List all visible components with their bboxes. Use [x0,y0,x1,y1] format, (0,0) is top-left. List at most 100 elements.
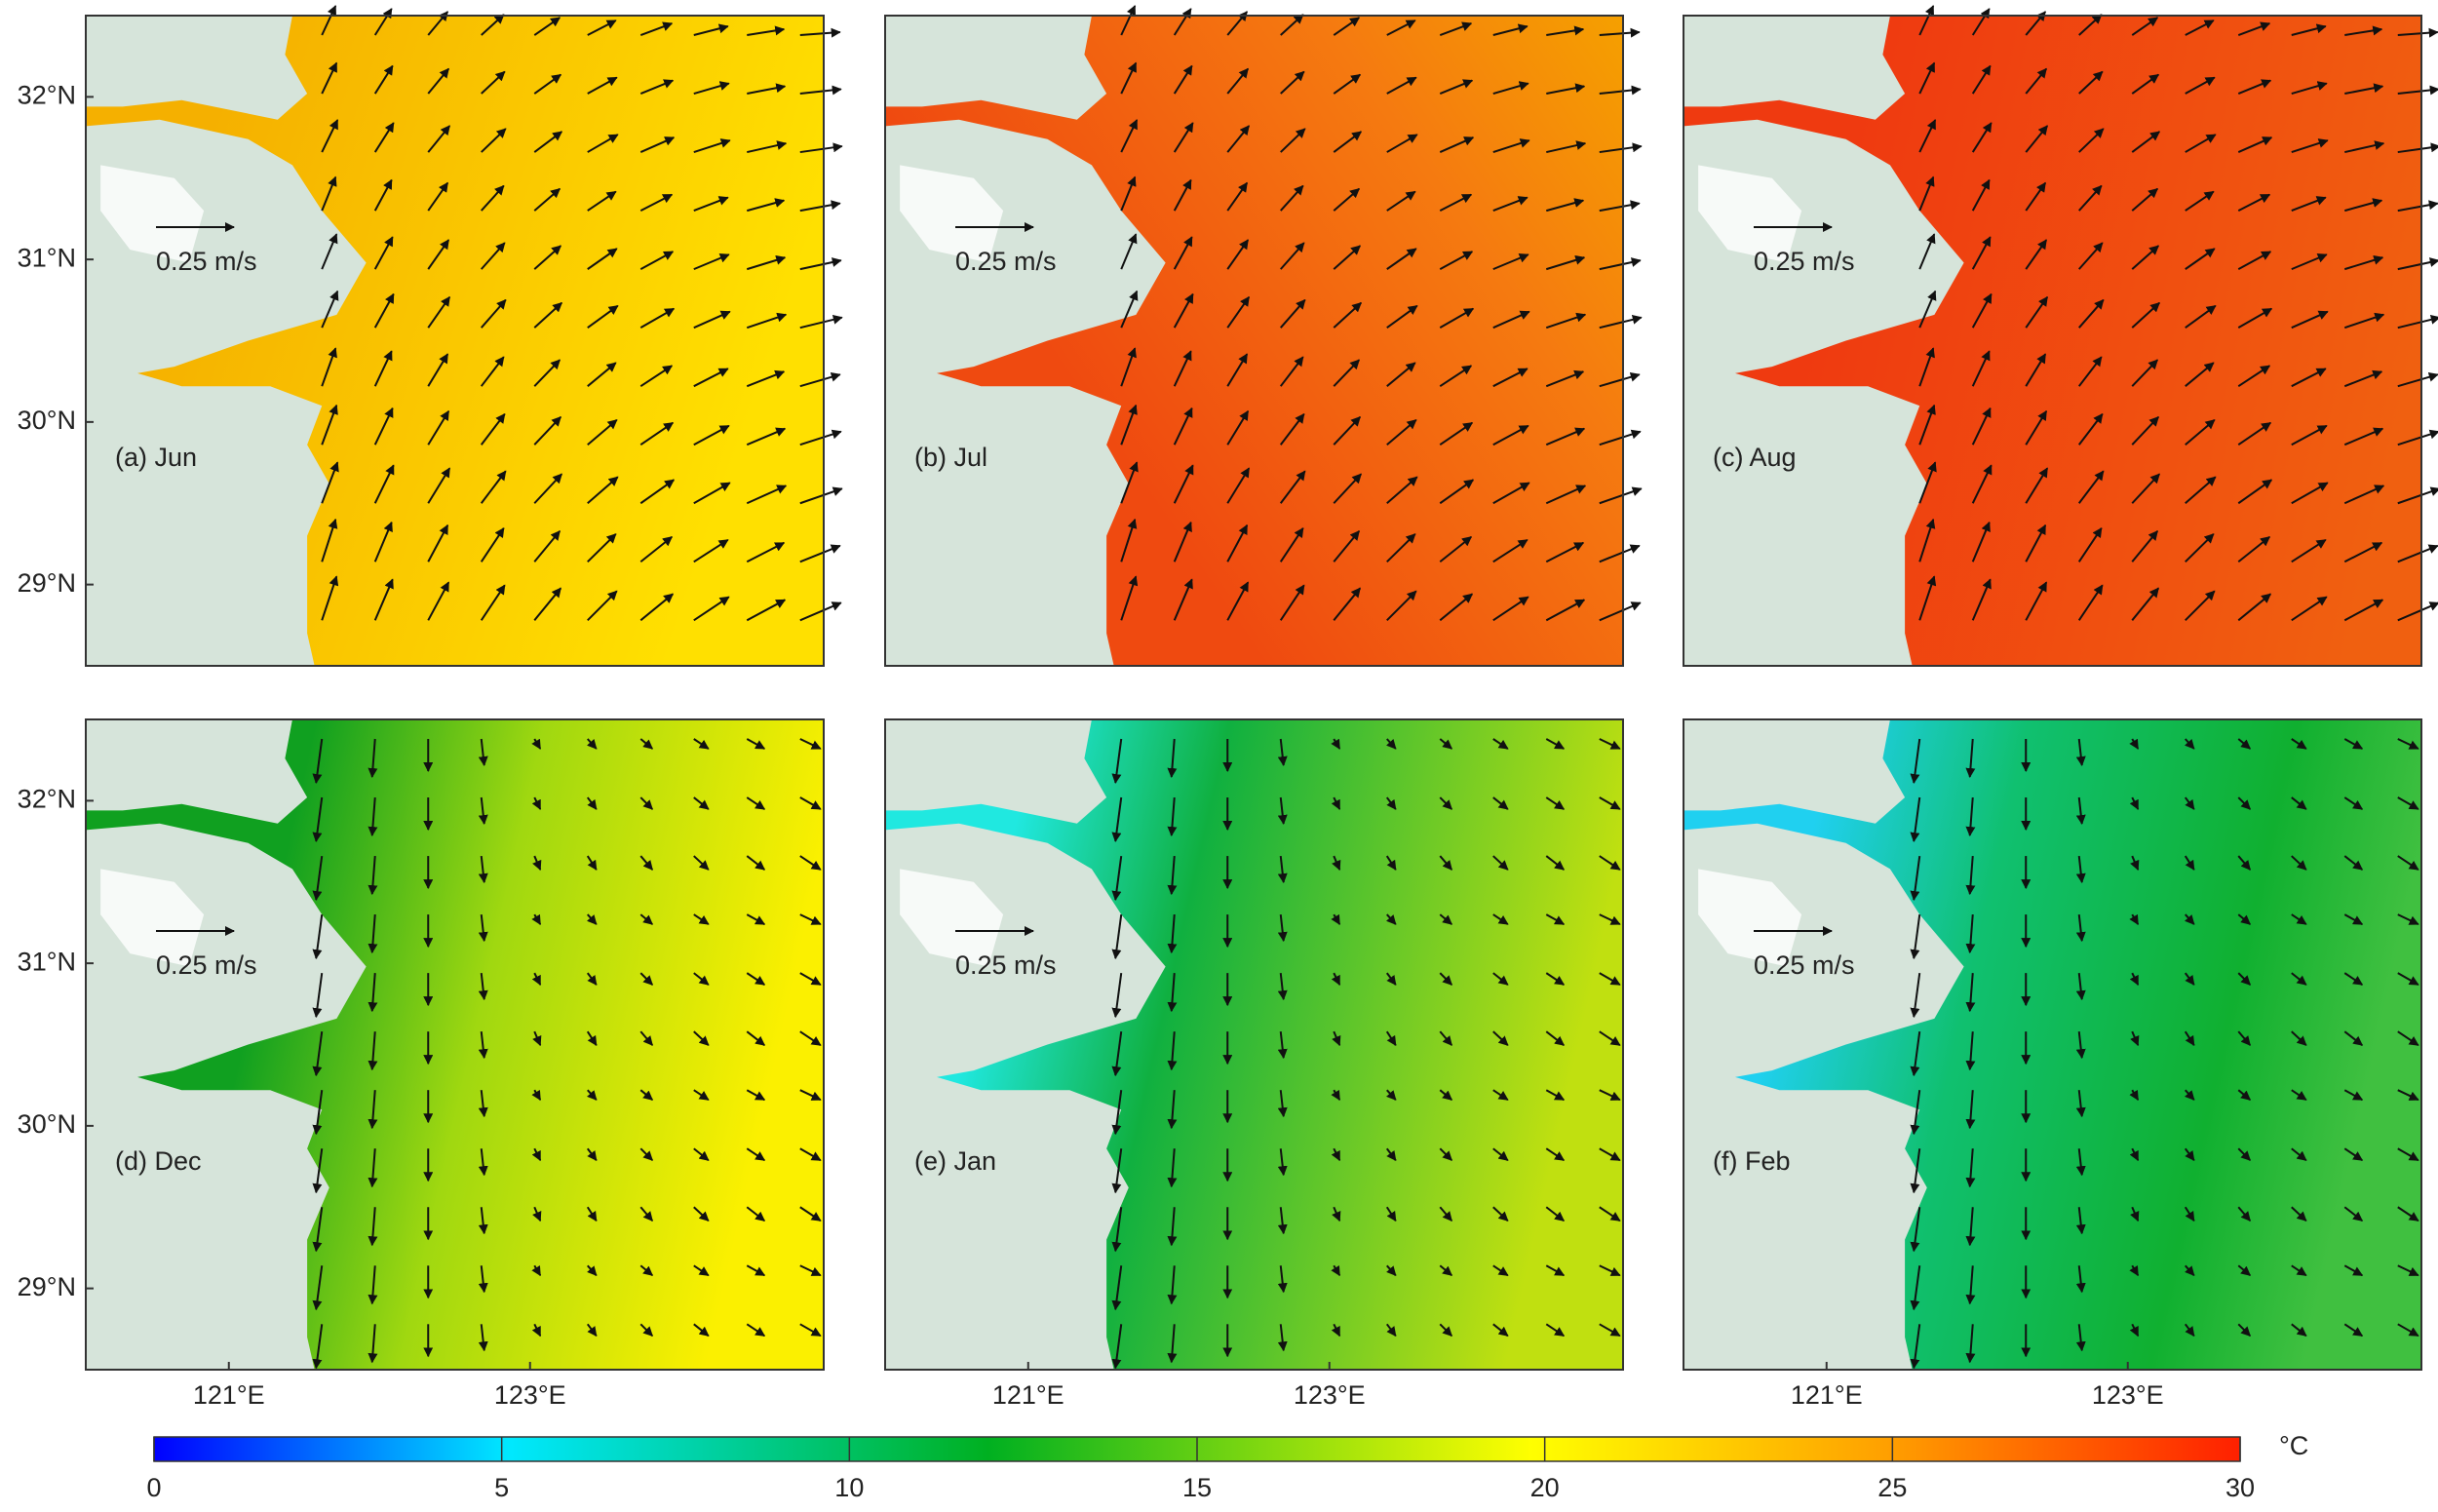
current-vector [2185,1264,2195,1277]
current-vector [1971,236,1992,270]
current-vector [2291,196,2327,213]
current-vector [799,1147,822,1162]
current-vector [2343,1323,2364,1338]
current-vector [2291,1206,2307,1221]
current-vector [693,1147,710,1162]
current-vector [312,1324,324,1370]
current-vector [1492,196,1529,213]
current-vector [2025,353,2047,387]
current-vector [373,236,394,270]
current-vector [368,914,378,954]
current-vector [2291,23,2327,36]
current-vector [1333,245,1362,270]
current-vector [1277,738,1288,767]
current-vector [1279,356,1304,387]
current-vector [1385,972,1397,986]
current-vector [2397,257,2438,271]
current-vector [1910,738,1921,785]
current-vector [2184,1030,2195,1047]
current-vector [427,581,450,621]
current-vector [2025,239,2048,270]
lon-tick-label: 121°E [193,1380,265,1410]
current-vector [2344,198,2383,213]
current-vector [478,1148,488,1177]
current-vector [2025,295,2049,329]
current-vector [1111,1031,1123,1077]
current-vector [1599,1089,1621,1102]
current-vector [799,913,822,926]
current-vector [1492,738,1509,750]
current-vector [1599,486,1643,505]
current-vector [1277,913,1288,943]
current-vector [746,913,766,925]
current-vector [586,855,598,871]
current-vector [373,521,393,562]
current-vector [1277,973,1288,1001]
current-vector [321,233,338,270]
current-vector [2129,1264,2140,1277]
current-vector [312,855,324,902]
current-vector [2130,1206,2140,1222]
current-vector [368,1031,378,1071]
current-vector [2291,538,2327,563]
current-vector [1546,198,1585,213]
current-vector [531,1089,542,1102]
current-vector [799,855,822,871]
current-vector [639,855,654,871]
current-vector [1910,796,1921,843]
current-vector [1439,535,1473,563]
current-vector [1120,404,1138,446]
current-vector [1918,518,1936,562]
panel-label: (b) Jul [914,443,987,472]
current-vector [2131,73,2160,95]
current-vector [2078,242,2104,270]
current-vector [1120,119,1139,153]
current-vector [531,1147,542,1162]
current-vector [2397,855,2419,871]
current-vector [2075,796,2086,826]
current-vector [1599,1264,1621,1277]
current-vector [1545,312,1587,330]
current-vector [1173,236,1193,270]
current-vector [1173,464,1194,504]
current-vector [1545,1206,1566,1222]
current-vector [1492,252,1529,271]
current-vector [1277,1031,1288,1060]
current-vector [1910,1031,1921,1077]
current-vector [2343,541,2383,563]
current-vector [639,79,675,95]
current-vector [1173,122,1194,153]
current-vector [746,1264,766,1277]
current-vector [2129,738,2140,750]
current-vector [2184,855,2195,871]
current-vector [1226,353,1249,387]
current-vector [1599,1206,1621,1222]
current-vector [481,298,507,329]
current-vector [1599,314,1643,330]
current-vector [1167,1031,1178,1071]
current-vector [2078,298,2105,329]
current-vector [427,181,449,212]
current-vector [427,295,451,329]
current-vector [1120,461,1139,504]
current-vector [1492,1206,1509,1221]
current-vector [480,470,507,504]
panel-label: (c) Aug [1713,443,1797,472]
current-vector [321,119,339,153]
current-vector [747,140,788,154]
current-vector [531,1323,542,1338]
current-vector [2184,796,2195,810]
current-vector [1545,485,1587,505]
current-vector [368,1207,378,1247]
lon-tick-label: 123°E [494,1380,566,1410]
current-vector [1545,541,1585,563]
current-vector [2343,738,2364,750]
current-vector [2291,252,2328,271]
current-vector [373,350,393,387]
current-vector [1333,587,1362,621]
current-vector [2075,973,2086,1001]
current-vector [478,1090,488,1118]
current-vector [373,122,395,153]
colorbar-unit: °C [2279,1431,2308,1460]
current-vector [2131,359,2158,387]
